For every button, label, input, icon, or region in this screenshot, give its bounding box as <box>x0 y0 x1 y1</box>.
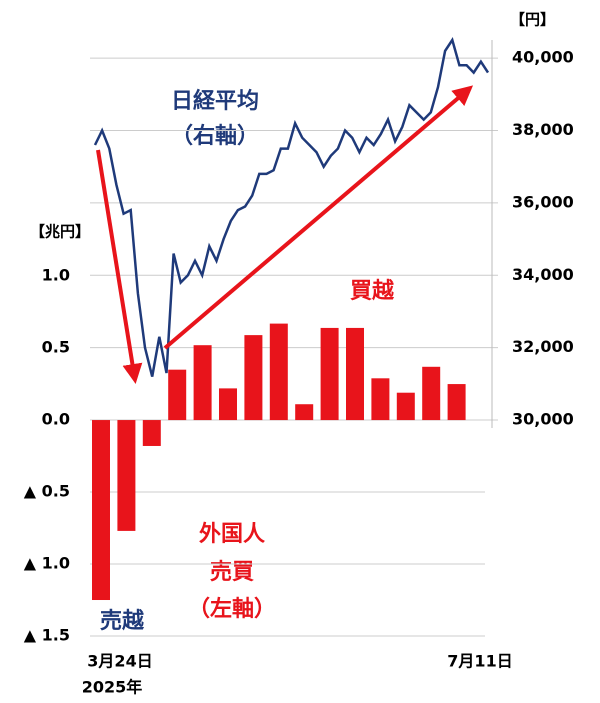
y-tick-label: 0.5 <box>42 338 70 357</box>
bar <box>422 366 441 421</box>
bar <box>117 420 136 531</box>
bar <box>92 420 110 601</box>
y2-tick-label: 32,000 <box>512 337 574 356</box>
bar <box>142 420 161 446</box>
annotation: 売越 <box>100 608 145 634</box>
left-unit: 【兆円】 <box>30 223 90 241</box>
annotation: 売買 <box>210 559 254 585</box>
arrow <box>96 149 143 384</box>
y2-tick-label: 30,000 <box>512 410 574 429</box>
bar <box>168 369 187 421</box>
x-label: 3月24日 <box>87 652 152 671</box>
bar <box>193 345 212 421</box>
bar <box>269 323 288 421</box>
y-tick-label: ▲ 0.5 <box>24 482 70 501</box>
bar <box>219 388 237 421</box>
bar <box>396 392 415 421</box>
y2-tick-label: 38,000 <box>512 120 574 139</box>
right-unit: 【円】 <box>510 11 555 29</box>
x-sublabel: 2025年 <box>82 678 143 697</box>
bar <box>346 327 364 421</box>
y-tick-label: 0.0 <box>42 410 70 429</box>
annotation: 外国人 <box>199 521 265 547</box>
bar <box>371 378 390 421</box>
annotation: （右軸） <box>171 123 259 149</box>
y-tick-label: ▲ 1.0 <box>24 554 70 573</box>
y2-tick-label: 34,000 <box>512 265 574 284</box>
annotation: （左軸） <box>188 596 276 622</box>
y2-tick-label: 40,000 <box>512 48 574 67</box>
y-tick-label: ▲ 1.5 <box>24 626 70 645</box>
line <box>93 37 490 377</box>
x-label: 7月11日 <box>447 652 512 671</box>
bar <box>244 335 263 421</box>
arrow <box>163 85 474 350</box>
y-tick-label: 1.0 <box>42 266 70 285</box>
y2-tick-label: 36,000 <box>512 192 574 211</box>
plot: 1.0 0.5 0.0 ▲ 0.5 ▲ 1.0 ▲ 1.5 40,000 38,000 36,0… <box>24 37 574 645</box>
annotation: 買越 <box>350 279 395 304</box>
bar <box>320 327 339 421</box>
bar <box>447 384 466 421</box>
annotation: 日経平均 <box>171 88 259 114</box>
bar <box>295 404 314 421</box>
